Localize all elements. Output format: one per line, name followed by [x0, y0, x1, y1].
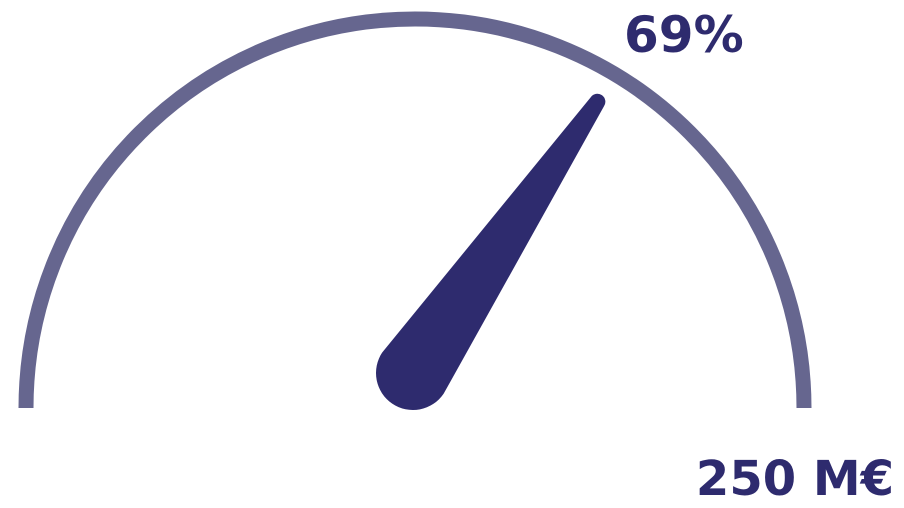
gauge-arc [18, 11, 812, 409]
gauge-max-label: 250 M€ [695, 451, 894, 507]
gauge-needle [376, 93, 606, 411]
gauge-value-label: 69% [624, 6, 744, 64]
